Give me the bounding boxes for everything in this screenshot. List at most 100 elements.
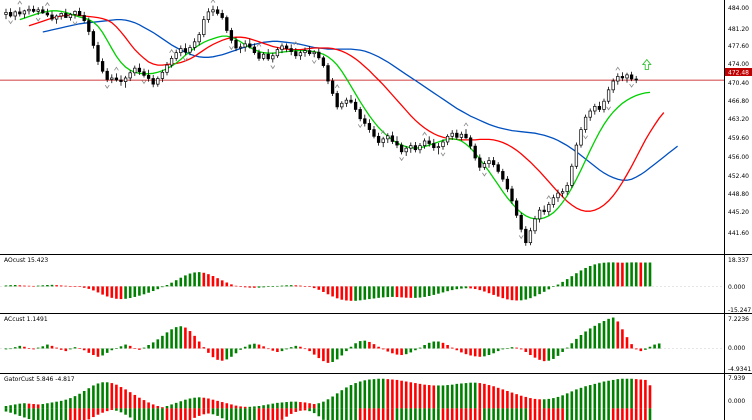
gator-upper-bar [188, 398, 192, 409]
gator-upper-bar [110, 383, 114, 409]
gator-lower-bar [607, 408, 610, 420]
candle-body [404, 147, 408, 153]
gator-lower-bar [418, 408, 422, 420]
histogram-bar [621, 329, 624, 349]
candle-body [298, 52, 303, 57]
histogram-bar [138, 348, 141, 350]
histogram-bar [335, 286, 339, 299]
histogram-bar [644, 348, 647, 350]
histogram-bar [391, 348, 394, 354]
gator-lower-bar [78, 408, 81, 420]
candle-body [321, 57, 326, 66]
histogram-bar [257, 344, 261, 349]
histogram-bar [184, 275, 187, 287]
histogram-bar [124, 286, 127, 299]
histogram-bar [598, 263, 601, 287]
gator-upper-bar [9, 405, 12, 409]
histogram-bar [529, 286, 532, 299]
fractal-down-marker [357, 124, 363, 129]
candle-body [335, 93, 339, 108]
candle-body [22, 10, 27, 15]
histogram-bar [165, 332, 169, 349]
histogram-bar [349, 286, 353, 301]
candle-body [524, 228, 528, 244]
histogram-bar [193, 335, 196, 349]
histogram-bar [18, 345, 22, 349]
histogram-bar [552, 286, 555, 288]
gator-upper-bar [101, 382, 104, 409]
gator-upper-bar [446, 385, 449, 409]
price-pane[interactable] [0, 0, 724, 246]
gator-lower-bar [345, 408, 348, 420]
histogram-bar [326, 286, 330, 295]
histogram-bar [404, 348, 408, 355]
buy-signal-arrow-icon [641, 58, 652, 70]
histogram-bar [625, 262, 629, 287]
histogram-bar [391, 286, 394, 297]
candle-body [464, 133, 468, 139]
gator-lower-bar [239, 408, 242, 420]
histogram-bar [23, 285, 26, 287]
histogram-bar [64, 348, 68, 352]
gator-lower-bar [266, 408, 270, 420]
gator-upper-bar [128, 392, 132, 409]
gator-lower-bar [506, 408, 509, 420]
histogram-bar [174, 280, 178, 287]
candle-body [602, 100, 606, 110]
candle-body [307, 50, 312, 55]
histogram-bar [441, 342, 445, 349]
histogram-bar [340, 348, 344, 356]
histogram-bar [588, 265, 592, 287]
gator-upper-bar [377, 378, 380, 409]
gator-upper-bar [529, 398, 532, 409]
gator-upper-bar [611, 379, 615, 409]
gator-lower-bar [616, 408, 620, 420]
gator-lower-bar [414, 408, 417, 420]
gator-upper-bar [326, 399, 330, 409]
candle-body [179, 48, 183, 54]
gator-upper-bar [27, 403, 31, 409]
gator-pane[interactable] [4, 378, 652, 420]
ao-pane[interactable] [0, 262, 724, 301]
candle-body [349, 99, 353, 103]
gator-upper-bar [170, 404, 173, 409]
gator-upper-bar [639, 379, 643, 409]
gator-upper-bar [207, 398, 210, 409]
gator-upper-bar [179, 401, 183, 409]
gator-lower-bar [450, 408, 454, 420]
price-axis[interactable]: 484.00 481.20 477.60 474.00 470.40 466.8… [728, 5, 749, 237]
candle-body [271, 55, 275, 60]
histogram-bar [363, 286, 367, 300]
price-tick: 441.60 [728, 230, 749, 237]
candle-body [54, 15, 59, 20]
histogram-bar [9, 285, 12, 287]
histogram-bar [579, 334, 583, 349]
gator-lower-bar [634, 408, 638, 420]
gator-upper-bar [266, 404, 270, 409]
gator-upper-bar [147, 402, 150, 409]
fractal-up-marker [334, 84, 340, 89]
candle-body [367, 123, 372, 130]
gator-upper-bar [312, 404, 316, 409]
gator-lower-bar [441, 408, 445, 420]
candle-body [432, 143, 436, 149]
histogram-bar [478, 286, 482, 291]
candle-body [31, 8, 36, 12]
histogram-bar [542, 286, 546, 292]
histogram-bar [294, 345, 298, 349]
gator-upper-bar [533, 398, 537, 409]
histogram-bar [303, 286, 307, 287]
candle-body [151, 78, 155, 85]
candle-body [133, 67, 137, 74]
ac-pane[interactable] [0, 317, 724, 363]
gator-lower-bar [41, 408, 45, 420]
fractal-up-marker [380, 130, 386, 135]
histogram-bar [216, 278, 219, 287]
histogram-bar [377, 286, 380, 298]
gator-lower-bar [101, 408, 104, 413]
candle-body [238, 46, 243, 49]
gator-lower-bar [409, 408, 413, 420]
gator-upper-bar [478, 383, 482, 409]
gator-upper-bar [579, 387, 583, 409]
